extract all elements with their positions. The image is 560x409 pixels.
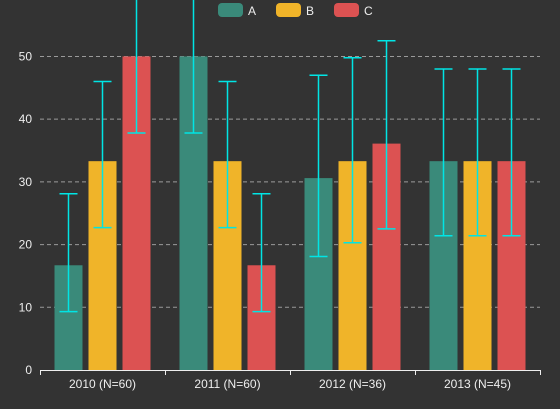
legend-swatch-C: [334, 3, 359, 17]
error-bars-layer: [59, 0, 521, 313]
legend-item-A: A: [218, 3, 256, 18]
x-tick-label: 2010 (N=60): [69, 377, 136, 391]
axis-layer: 0 10 20 30 40 50 2010 (N=60) 2011 (N=60) 2012 (N…: [19, 49, 541, 391]
bars-layer: [54, 56, 526, 371]
y-tick-label: 20: [19, 238, 33, 252]
legend-item-C: C: [334, 3, 373, 18]
legend-label-B: B: [306, 4, 314, 18]
legend-swatch-B: [276, 3, 301, 17]
y-tick-label: 40: [19, 112, 33, 126]
legend: A B C: [218, 3, 373, 18]
legend-label-C: C: [364, 4, 373, 18]
x-tick-label: 2013 (N=45): [444, 377, 511, 391]
y-tick-label: 50: [19, 49, 33, 63]
x-tick-label: 2012 (N=36): [319, 377, 386, 391]
legend-swatch-A: [218, 3, 243, 17]
y-tick-label: 0: [25, 363, 32, 377]
y-tick-label: 10: [19, 300, 33, 314]
y-tick-label: 30: [19, 175, 33, 189]
legend-label-A: A: [248, 4, 256, 18]
legend-item-B: B: [276, 3, 314, 18]
x-tick-label: 2011 (N=60): [194, 377, 260, 391]
